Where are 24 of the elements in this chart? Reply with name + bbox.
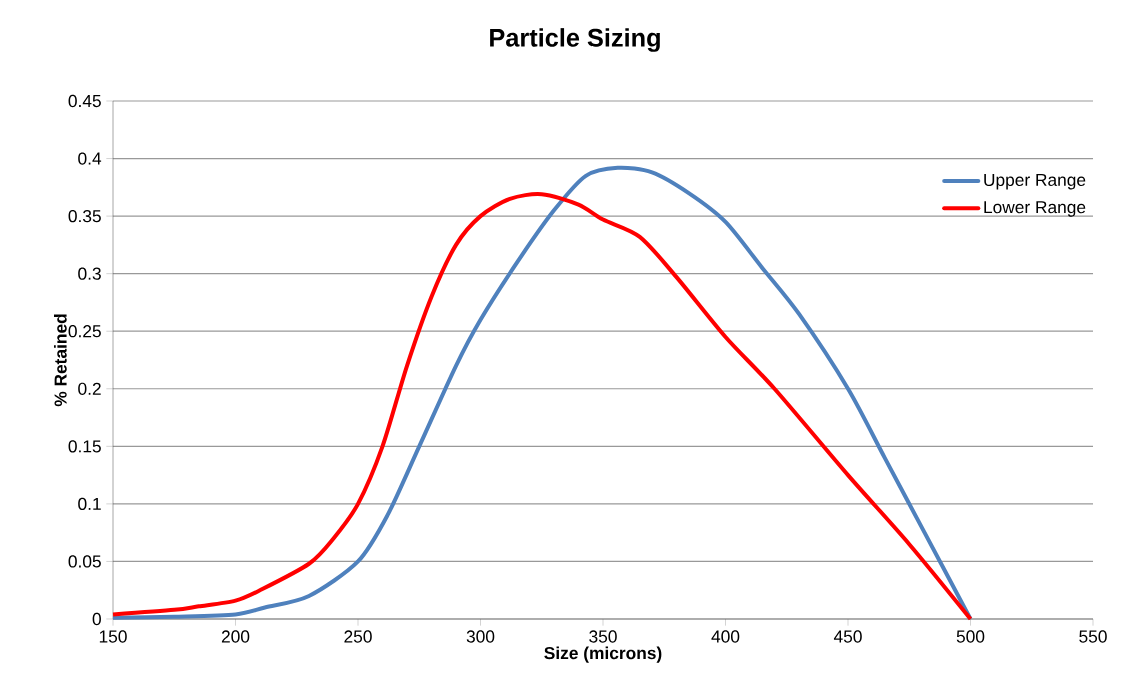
- y-tick-label: 0.35: [68, 209, 101, 223]
- x-tick-label: 350: [589, 630, 617, 643]
- x-tick-label: 250: [344, 630, 372, 643]
- y-tick-label: 0.05: [68, 555, 101, 568]
- y-tick-label: 0.4: [78, 152, 102, 165]
- y-tick-label: 0: [92, 612, 101, 626]
- y-tick-label: 0.3: [78, 267, 101, 280]
- y-axis-title: % Retained: [54, 314, 67, 407]
- x-tick-label: 500: [956, 630, 985, 643]
- y-tick-label: 0.45: [68, 94, 101, 108]
- x-axis-title: Size (microns): [544, 646, 662, 663]
- x-tick-label: 300: [466, 630, 495, 643]
- y-tick-label: 0.15: [68, 440, 101, 453]
- y-tick-label: 0.25: [68, 325, 101, 338]
- x-tick-label: 150: [99, 630, 127, 643]
- legend-label: Upper Range: [984, 173, 1086, 190]
- x-tick-label: 450: [833, 630, 862, 643]
- x-tick-label: 550: [1079, 630, 1107, 643]
- y-tick-label: 0.1: [78, 497, 101, 511]
- x-tick-label: 200: [221, 630, 250, 643]
- legend-label: Lower Range: [984, 201, 1086, 217]
- y-tick-label: 0.2: [78, 382, 101, 395]
- x-tick-label: 400: [711, 630, 740, 643]
- chart-title: Particle Sizing: [490, 28, 660, 52]
